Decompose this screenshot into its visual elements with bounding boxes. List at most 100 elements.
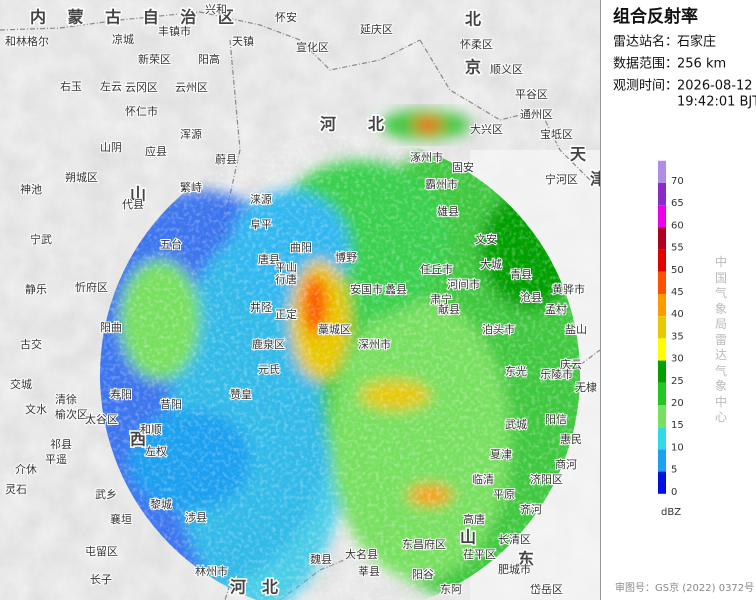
region-label: 西 <box>130 430 146 449</box>
legend-label: 55 <box>671 243 684 254</box>
region-label: 河 <box>320 115 336 134</box>
place-label: 宣化区 <box>296 40 329 54</box>
legend-label: 0 <box>671 487 677 498</box>
region-label: 北 <box>465 10 481 29</box>
legend-swatch <box>658 360 666 383</box>
place-label: 介休 <box>15 463 37 476</box>
radar-echo <box>100 135 580 600</box>
place-label: 阳谷 <box>412 568 434 581</box>
info-value: 256 km <box>677 57 726 72</box>
place-label: 怀安 <box>275 10 297 24</box>
place-label: 平遥 <box>45 453 67 466</box>
legend-label: 60 <box>671 220 684 231</box>
region-label: 内 蒙 古 自 治 区 <box>30 8 242 27</box>
place-label: 黄骅市 <box>552 282 585 296</box>
place-label: 交城 <box>10 377 32 391</box>
legend-swatch <box>658 427 666 450</box>
region-label: 北 <box>368 115 384 134</box>
legend-swatch <box>658 382 666 405</box>
place-label: 兴和 <box>205 3 227 16</box>
legend-swatch <box>658 405 666 428</box>
region-label: 山 <box>460 528 476 547</box>
info-label: 观测时间： <box>613 79 678 94</box>
place-label: 涞源 <box>250 192 272 206</box>
place-label: 阳高 <box>198 52 220 66</box>
place-label: 涿州市 <box>410 150 443 164</box>
place-label: 临清 <box>472 472 494 486</box>
place-label: 肥城市 <box>498 562 531 576</box>
place-label: 井陉 <box>250 300 272 314</box>
place-label: 丰镇市 <box>158 24 191 38</box>
place-label: 魏县 <box>310 552 332 566</box>
info-label: 数据范围： <box>613 57 678 72</box>
legend-label: 70 <box>671 176 684 187</box>
legend-swatch <box>658 271 666 294</box>
place-label: 平谷区 <box>515 88 548 101</box>
legend-label: 5 <box>671 465 677 476</box>
place-labels: 内 蒙 古 自 治 区北京河 北天山西河 北山东津和林格尔 凉城兴和丰镇市天镇怀安宣化… <box>4 2 600 598</box>
place-label: 大城 <box>480 257 502 271</box>
place-label: 平原 <box>493 488 515 501</box>
legend-label: 30 <box>671 354 684 365</box>
place-label: 鹿泉区 <box>252 337 285 351</box>
place-label: 武乡 <box>95 488 117 501</box>
place-label: 莘县 <box>358 564 380 578</box>
place-label: 屯留区 <box>85 545 118 558</box>
place-label: 涉县 <box>185 510 207 524</box>
place-label: 顺义区 <box>490 63 523 76</box>
place-label: 乐陵市 <box>540 367 573 381</box>
legend-label: 40 <box>671 309 684 320</box>
place-label: 宁武 <box>30 232 52 246</box>
place-label: 固安 <box>452 160 474 174</box>
place-label: 文安 <box>475 232 497 246</box>
legend-swatch <box>658 183 666 206</box>
place-label: 安国市 <box>350 282 383 296</box>
place-label: 阜平 <box>250 218 272 231</box>
place-label: 夏津 <box>490 448 512 461</box>
place-label: 商河 <box>555 457 577 471</box>
place-label: 五台 <box>160 237 182 251</box>
footer: 审图号：GS京 (2022) 0372号 <box>615 581 754 594</box>
place-label: 宝坻区 <box>540 127 573 141</box>
place-label: 云冈区 <box>125 81 158 94</box>
place-label: 繁峙 <box>180 180 202 194</box>
legend-label: 45 <box>671 287 684 298</box>
place-label: 忻府区 <box>75 280 108 294</box>
place-label: 长子 <box>90 573 112 586</box>
place-label: 岱岳区 <box>530 582 563 596</box>
place-label: 浑源 <box>180 127 202 141</box>
place-label: 怀柔区 <box>460 38 493 51</box>
place-label: 通州区 <box>520 108 553 121</box>
place-label: 庆云 <box>560 357 582 371</box>
legend-swatch <box>658 294 666 317</box>
place-label: 元氏 <box>258 363 280 376</box>
place-label: 霸州市 <box>425 177 458 191</box>
side-note: 中国气象局雷达气象中心 <box>714 255 727 424</box>
place-label: 寿阳 <box>110 387 132 401</box>
place-label: 雄县 <box>437 204 459 218</box>
place-label: 济阳区 <box>530 472 563 486</box>
place-label: 沧县 <box>520 290 542 304</box>
place-label: 新荣区 <box>138 52 171 66</box>
place-label: 藁城区 <box>318 323 351 336</box>
place-label: 和顺 <box>140 423 162 436</box>
place-label: 惠民 <box>560 432 582 446</box>
place-label: 博野 <box>335 251 357 264</box>
place-label: 赞皇 <box>230 387 252 401</box>
place-label: 静乐 <box>25 282 47 296</box>
place-label: 高唐 <box>463 512 485 526</box>
place-label: 唐县 <box>258 252 280 266</box>
legend-label: 20 <box>671 398 684 409</box>
place-label: 阳信 <box>545 413 567 426</box>
legend-swatch <box>658 471 666 494</box>
legend-swatch <box>658 316 666 339</box>
place-label: 茌平区 <box>463 548 496 561</box>
legend-label: 10 <box>671 442 684 453</box>
place-label: 蔚县 <box>215 153 237 166</box>
place-label: 正定 <box>275 307 297 321</box>
place-label: 延庆区 <box>360 22 393 36</box>
place-label: 献县 <box>438 302 460 316</box>
